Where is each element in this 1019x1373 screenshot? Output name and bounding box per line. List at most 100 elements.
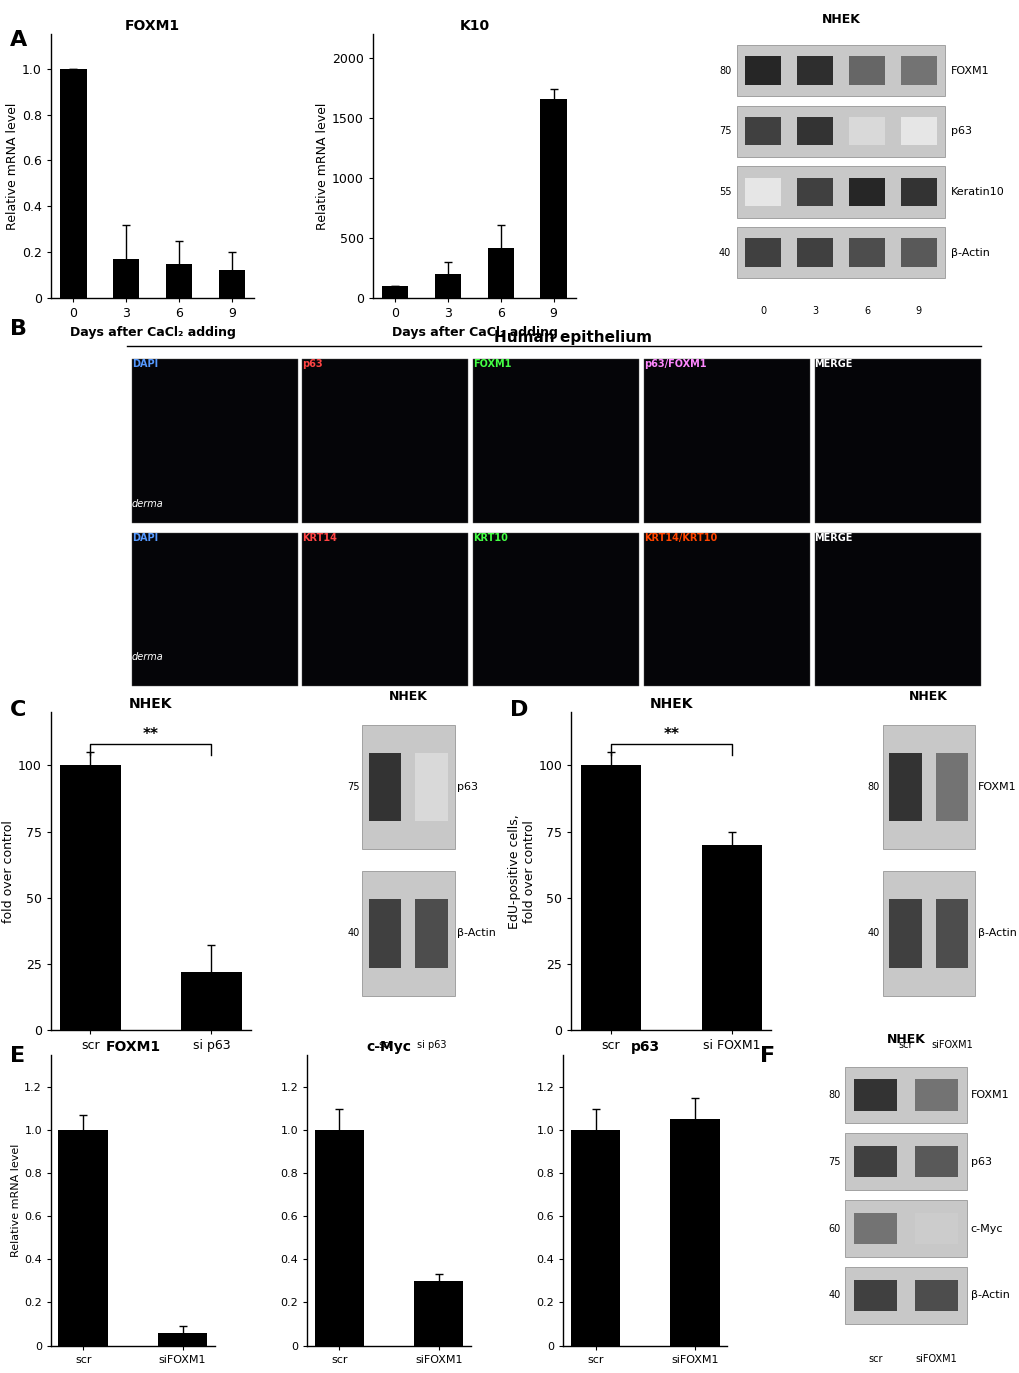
- Bar: [181, 972, 242, 1030]
- Text: siFOXM1: siFOXM1: [915, 1354, 957, 1365]
- Text: p63/FOXM1: p63/FOXM1: [643, 360, 706, 369]
- Text: **: **: [143, 726, 159, 741]
- Y-axis label: Relative mRNA level: Relative mRNA level: [6, 103, 19, 229]
- Text: C: C: [10, 700, 26, 721]
- Title: NHEK: NHEK: [129, 697, 172, 711]
- FancyBboxPatch shape: [881, 872, 974, 995]
- FancyBboxPatch shape: [914, 1212, 957, 1244]
- FancyBboxPatch shape: [844, 1200, 966, 1258]
- Text: scr: scr: [898, 1039, 912, 1050]
- Bar: [314, 1130, 364, 1346]
- Y-axis label: Relative mRNA level: Relative mRNA level: [316, 103, 329, 229]
- Text: c-Myc: c-Myc: [970, 1223, 1003, 1233]
- FancyBboxPatch shape: [415, 899, 447, 968]
- FancyBboxPatch shape: [934, 899, 967, 968]
- FancyBboxPatch shape: [853, 1079, 896, 1111]
- Text: 80: 80: [867, 783, 879, 792]
- Title: NHEK: NHEK: [649, 697, 692, 711]
- Text: 6: 6: [863, 306, 869, 316]
- Text: 80: 80: [828, 1090, 841, 1100]
- Text: DAPI: DAPI: [131, 533, 158, 542]
- FancyBboxPatch shape: [900, 239, 936, 266]
- Bar: [382, 286, 408, 298]
- Bar: [414, 1281, 463, 1346]
- Text: 40: 40: [867, 928, 879, 938]
- FancyBboxPatch shape: [745, 117, 781, 146]
- Text: derma: derma: [131, 652, 163, 662]
- Bar: [643, 360, 809, 523]
- FancyBboxPatch shape: [914, 1079, 957, 1111]
- FancyBboxPatch shape: [415, 754, 447, 821]
- FancyBboxPatch shape: [369, 899, 401, 968]
- Title: K10: K10: [459, 19, 489, 33]
- X-axis label: Days after CaCl₂ adding: Days after CaCl₂ adding: [69, 325, 235, 339]
- Text: si p63: si p63: [417, 1039, 445, 1050]
- Text: 75: 75: [827, 1157, 841, 1167]
- Text: 40: 40: [828, 1291, 841, 1300]
- FancyBboxPatch shape: [737, 166, 944, 218]
- Text: A: A: [10, 30, 28, 51]
- FancyBboxPatch shape: [737, 45, 944, 96]
- Text: Keratin10: Keratin10: [950, 187, 1004, 196]
- Bar: [60, 765, 120, 1030]
- Title: FOXM1: FOXM1: [125, 19, 180, 33]
- FancyBboxPatch shape: [796, 177, 833, 206]
- FancyBboxPatch shape: [745, 177, 781, 206]
- Text: NHEK: NHEK: [821, 14, 860, 26]
- Text: KRT10: KRT10: [473, 533, 507, 542]
- Text: 75: 75: [346, 783, 359, 792]
- Bar: [60, 69, 87, 298]
- Bar: [643, 533, 809, 686]
- Text: FOXM1: FOXM1: [950, 66, 988, 76]
- FancyBboxPatch shape: [900, 56, 936, 85]
- Text: Human epithelium: Human epithelium: [493, 330, 651, 345]
- Bar: [814, 360, 979, 523]
- Text: F: F: [759, 1046, 774, 1067]
- Text: 60: 60: [828, 1223, 841, 1233]
- Text: NHEK: NHEK: [886, 1032, 924, 1046]
- FancyBboxPatch shape: [848, 117, 884, 146]
- Bar: [218, 270, 245, 298]
- FancyBboxPatch shape: [914, 1146, 957, 1178]
- Text: MERGE: MERGE: [814, 360, 852, 369]
- Bar: [166, 264, 192, 298]
- Text: siFOXM1: siFOXM1: [930, 1039, 972, 1050]
- Text: scr: scr: [378, 1039, 392, 1050]
- Text: KRT14: KRT14: [302, 533, 337, 542]
- FancyBboxPatch shape: [853, 1146, 896, 1178]
- FancyBboxPatch shape: [900, 117, 936, 146]
- Title: FOXM1: FOXM1: [105, 1039, 160, 1053]
- FancyBboxPatch shape: [914, 1280, 957, 1311]
- Text: β-Actin: β-Actin: [950, 247, 988, 258]
- FancyBboxPatch shape: [848, 56, 884, 85]
- FancyBboxPatch shape: [745, 239, 781, 266]
- FancyBboxPatch shape: [900, 177, 936, 206]
- Bar: [302, 360, 468, 523]
- Text: DAPI: DAPI: [131, 360, 158, 369]
- Bar: [540, 99, 567, 298]
- FancyBboxPatch shape: [889, 899, 921, 968]
- Text: NHEK: NHEK: [388, 689, 427, 703]
- FancyBboxPatch shape: [853, 1280, 896, 1311]
- Text: β-Actin: β-Actin: [457, 928, 495, 938]
- FancyBboxPatch shape: [362, 725, 454, 850]
- FancyBboxPatch shape: [369, 754, 401, 821]
- Text: p63: p63: [457, 783, 478, 792]
- FancyBboxPatch shape: [796, 56, 833, 85]
- Text: 0: 0: [759, 306, 765, 316]
- FancyBboxPatch shape: [796, 239, 833, 266]
- FancyBboxPatch shape: [745, 56, 781, 85]
- FancyBboxPatch shape: [362, 872, 454, 995]
- FancyBboxPatch shape: [737, 227, 944, 279]
- Bar: [434, 275, 461, 298]
- Text: KRT14/KRT10: KRT14/KRT10: [643, 533, 716, 542]
- FancyBboxPatch shape: [853, 1212, 896, 1244]
- Text: p63: p63: [950, 126, 971, 136]
- Text: E: E: [10, 1046, 25, 1067]
- Text: p63: p63: [970, 1157, 990, 1167]
- Text: 55: 55: [718, 187, 731, 196]
- Bar: [473, 360, 639, 523]
- Bar: [131, 360, 298, 523]
- FancyBboxPatch shape: [881, 725, 974, 850]
- Title: c-Myc: c-Myc: [366, 1039, 411, 1053]
